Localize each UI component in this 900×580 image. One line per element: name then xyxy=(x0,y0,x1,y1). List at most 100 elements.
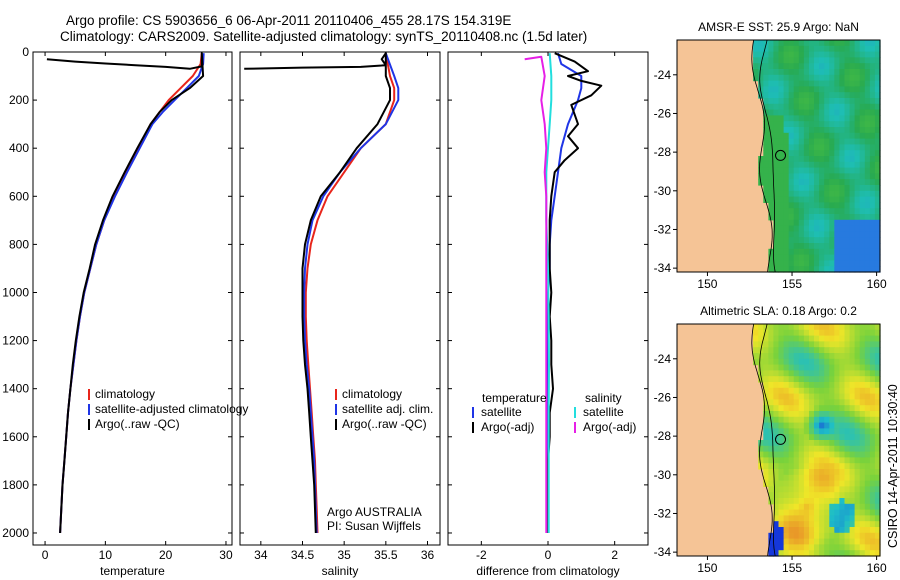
sla_map-cell xyxy=(793,544,800,551)
sst_map-cell xyxy=(844,156,851,163)
sst_map-cell xyxy=(778,45,785,53)
sst_map-cell xyxy=(803,121,810,128)
sst_map-cell xyxy=(874,196,881,203)
sla_map-cell xyxy=(809,370,815,377)
sla_map-cell xyxy=(783,387,790,395)
sla_map-cell xyxy=(768,358,775,366)
sla_map-cell xyxy=(834,538,840,545)
sla_map-cell xyxy=(874,527,881,534)
sst_map-cell xyxy=(849,185,856,192)
sla_map-cell xyxy=(874,376,881,383)
sla_map-cell xyxy=(819,503,825,511)
sla_map-cell xyxy=(819,527,825,534)
sst_map-cell xyxy=(854,103,861,111)
sst_map-cell xyxy=(819,63,825,70)
sst_map-cell xyxy=(834,103,840,111)
sst_map-cell xyxy=(798,254,805,261)
sla_map-cell xyxy=(758,376,764,383)
sst_map-xtick-label: 150 xyxy=(697,277,717,291)
sla_map-cell xyxy=(869,376,876,383)
sla_map-cell xyxy=(874,509,881,516)
sla_map-cell xyxy=(844,498,851,505)
sla_map-cell xyxy=(803,399,810,406)
sla_map-cell xyxy=(798,422,805,429)
sst_map-cell xyxy=(788,214,795,221)
sst_map-cell xyxy=(819,74,825,82)
sla_map-cell xyxy=(824,387,830,395)
sst_map-cell xyxy=(809,167,815,174)
sla_map-cell xyxy=(819,474,825,482)
sla_map-cell xyxy=(814,486,820,493)
sla_map-cell xyxy=(824,440,830,447)
temperature-series-argo-raw-qc- xyxy=(46,52,205,534)
sst_map-cell xyxy=(864,103,871,111)
sla_map-cell xyxy=(874,353,881,360)
sst_map-cell xyxy=(849,80,856,87)
sst_map-cell xyxy=(839,57,846,64)
salinity-xtick-label: 35 xyxy=(337,548,351,562)
sla_map-cell xyxy=(849,544,856,551)
sla_map-cell xyxy=(854,329,861,337)
sla_map-cell xyxy=(814,387,820,395)
sst_map-cell xyxy=(839,74,846,82)
sla_map-cell xyxy=(819,382,825,389)
sla_map-cell xyxy=(874,474,881,482)
sst_map-cell xyxy=(778,103,785,111)
sst_map-cell xyxy=(844,167,851,174)
sst_map-cell xyxy=(874,45,881,53)
sla_map-cell xyxy=(824,445,830,453)
sla_map-cell xyxy=(778,335,785,342)
sla_map-cell xyxy=(874,457,881,464)
sla_map-cell xyxy=(869,364,876,371)
sst_map-cell xyxy=(814,219,820,227)
sla_map-cell xyxy=(763,474,769,482)
sst_map-cell xyxy=(839,103,846,111)
sst_map-cell xyxy=(874,103,881,111)
sst_map-cell xyxy=(793,185,800,192)
sla_map-cell xyxy=(773,503,780,511)
sst_map-cell xyxy=(768,57,775,64)
sla_map-cell xyxy=(829,457,835,464)
sla_map-cell xyxy=(793,387,800,395)
sla_map-cell xyxy=(869,474,876,482)
sst_map-cell xyxy=(854,260,861,267)
sst_map-cell xyxy=(834,121,840,128)
sst_map-cell xyxy=(788,173,795,180)
sla_map-cell xyxy=(874,451,881,458)
sst_map-cell xyxy=(773,237,780,244)
sla_map-cell xyxy=(849,469,856,476)
sst_map-cell xyxy=(864,144,871,151)
sla_map-cell xyxy=(874,335,881,342)
sla_map-cell xyxy=(854,521,861,528)
sla_map-cell xyxy=(854,550,861,557)
sst_map-cell xyxy=(773,127,780,134)
sla_map-cell xyxy=(809,503,815,511)
sst_map-cell xyxy=(798,115,805,122)
sla_map-cell xyxy=(869,370,876,377)
sla_map-cell xyxy=(814,532,820,540)
sla_map-cell xyxy=(783,469,790,476)
sla_map-shelf-contour xyxy=(759,323,776,557)
sla_map-cell xyxy=(809,509,815,516)
sst_map-cell xyxy=(844,202,851,209)
sla_map-cell xyxy=(834,480,840,487)
sla_map-cell xyxy=(829,451,835,458)
sla_map-cell xyxy=(803,509,810,516)
sst_map-cell xyxy=(854,127,861,134)
sst_map-cell xyxy=(864,231,871,238)
sla_map-cell xyxy=(844,544,851,551)
sla_map-cell xyxy=(773,387,780,395)
sla_map-cell xyxy=(768,364,775,371)
sst_map-cell xyxy=(834,231,840,238)
sst_map-cell xyxy=(783,98,790,105)
temperature-ytick-label: 600 xyxy=(9,189,29,203)
sla_map-cell xyxy=(859,498,866,505)
sst_map-cell xyxy=(834,173,840,180)
difference-xtick-label: 0 xyxy=(545,548,552,562)
sla_map-cell xyxy=(809,445,815,453)
sst_map-cell xyxy=(793,92,800,99)
sst_map-cell xyxy=(798,109,805,116)
sst_map-cell xyxy=(798,167,805,174)
sla_map-cell xyxy=(778,411,785,418)
